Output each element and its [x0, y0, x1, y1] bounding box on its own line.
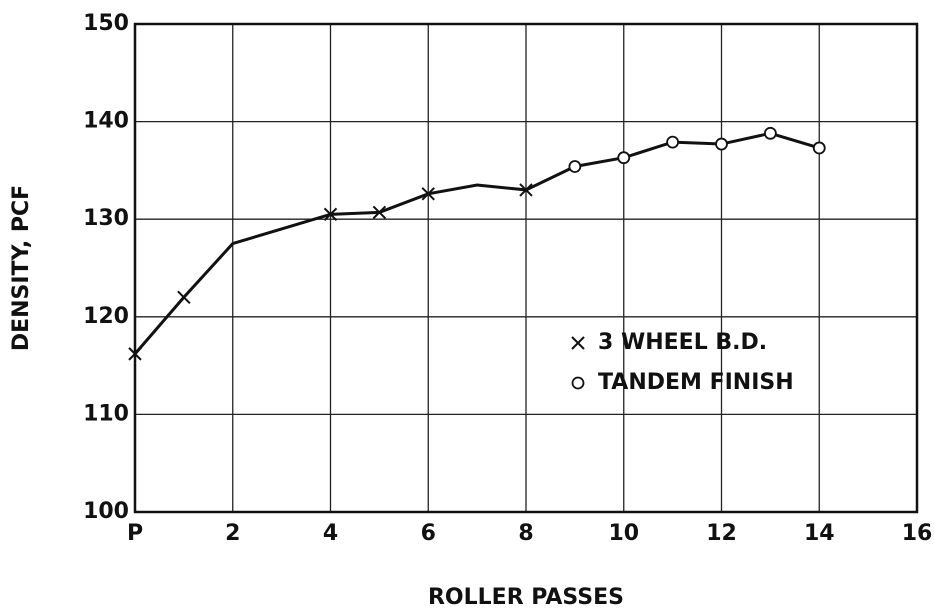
data-point — [421, 187, 435, 201]
data-point — [617, 151, 631, 165]
data-line — [133, 131, 820, 355]
data-point — [177, 290, 191, 304]
data-point — [763, 126, 777, 140]
x-tick-label: 2 — [225, 521, 240, 546]
x-tick-label: 6 — [421, 521, 436, 546]
y-axis-label: DENSITY, PCF — [9, 185, 34, 351]
x-tick-label: 12 — [706, 521, 737, 546]
data-point — [568, 160, 582, 173]
plot-frame — [133, 22, 919, 514]
y-tick-label: 150 — [83, 11, 129, 36]
y-tick-label: 120 — [83, 304, 129, 329]
legend-marker — [571, 376, 585, 390]
y-tick-label: 140 — [83, 109, 129, 134]
legend-label: 3 WHEEL B.D. — [598, 330, 767, 355]
legend-marker — [571, 336, 585, 350]
x-tick-label: 16 — [902, 521, 933, 546]
y-tick-label: 100 — [83, 499, 129, 524]
y-tick-label: 110 — [83, 401, 129, 426]
x-axis-label: ROLLER PASSES — [428, 585, 624, 610]
y-tick-label: 130 — [83, 206, 129, 231]
x-tick-label: 10 — [608, 521, 639, 546]
data-point — [323, 207, 338, 222]
data-point — [519, 183, 533, 197]
x-tick-label: P — [127, 521, 143, 546]
x-tick-label: 14 — [804, 521, 835, 546]
x-tick-label: 4 — [323, 521, 338, 546]
data-point — [715, 137, 728, 151]
data-point — [128, 347, 142, 361]
data-point — [666, 135, 680, 149]
legend-label: TANDEM FINISH — [598, 370, 794, 395]
x-tick-label: 8 — [518, 521, 533, 546]
data-point — [812, 141, 826, 155]
data-point — [372, 205, 387, 220]
